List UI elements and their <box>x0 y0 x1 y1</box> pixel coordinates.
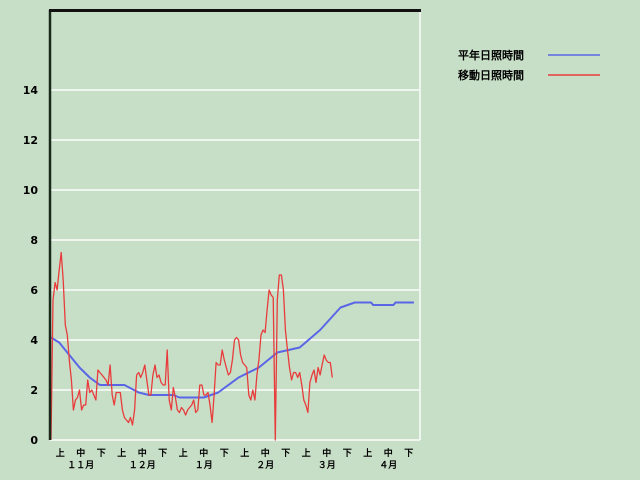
legend-label-normal: 平年日照時間 <box>458 48 524 62</box>
x-tick-month: １２月 <box>129 460 156 471</box>
x-tick-dekad: 上 <box>56 447 65 459</box>
x-tick-dekad: 下 <box>281 448 290 459</box>
x-tick-month: ４月 <box>379 460 397 471</box>
x-tick-dekad: 下 <box>158 448 167 459</box>
x-tick-dekad: 中 <box>322 447 331 459</box>
x-tick-month: １１月 <box>67 460 94 471</box>
y-tick-label: 10 <box>23 184 39 197</box>
x-tick-month: ２月 <box>256 460 274 471</box>
x-tick-dekad: 下 <box>343 448 352 459</box>
y-tick-label: 4 <box>30 334 38 347</box>
x-tick-dekad: 上 <box>363 447 372 459</box>
x-tick-dekad: 中 <box>199 447 208 459</box>
y-tick-label: 8 <box>30 234 38 247</box>
x-tick-dekad: 中 <box>76 447 85 459</box>
y-tick-label: 6 <box>30 284 38 297</box>
x-tick-month: １月 <box>195 460 213 471</box>
x-tick-labels: 上中下上中下上中下上中下上中下上中下１１月 １２月 １月 ２月 ３月 ４月 <box>56 447 414 471</box>
x-tick-dekad: 下 <box>97 448 106 459</box>
x-tick-dekad: 下 <box>220 448 229 459</box>
x-tick-dekad: 中 <box>138 447 147 459</box>
x-tick-dekad: 上 <box>302 447 311 459</box>
x-tick-dekad: 上 <box>240 447 249 459</box>
x-tick-month: ３月 <box>318 460 336 471</box>
y-tick-label: 2 <box>30 384 38 397</box>
series-line-moving <box>50 251 333 441</box>
x-tick-dekad: 上 <box>117 447 126 459</box>
series-lines <box>50 251 414 441</box>
legend: 平年日照時間 移動日照時間 <box>458 48 600 82</box>
series-line-normal <box>50 301 414 399</box>
x-tick-dekad: 中 <box>261 447 270 459</box>
legend-label-moving: 移動日照時間 <box>458 68 524 82</box>
y-tick-label: 12 <box>23 134 38 147</box>
y-tick-label: 14 <box>23 84 39 97</box>
x-tick-dekad: 下 <box>404 448 413 459</box>
y-tick-label: 0 <box>30 434 38 447</box>
x-tick-dekad: 上 <box>179 447 188 459</box>
y-tick-labels: 0 2 4 6 8 10 12 14 <box>23 84 39 447</box>
x-tick-dekad: 中 <box>384 447 393 459</box>
gridlines <box>51 89 420 391</box>
